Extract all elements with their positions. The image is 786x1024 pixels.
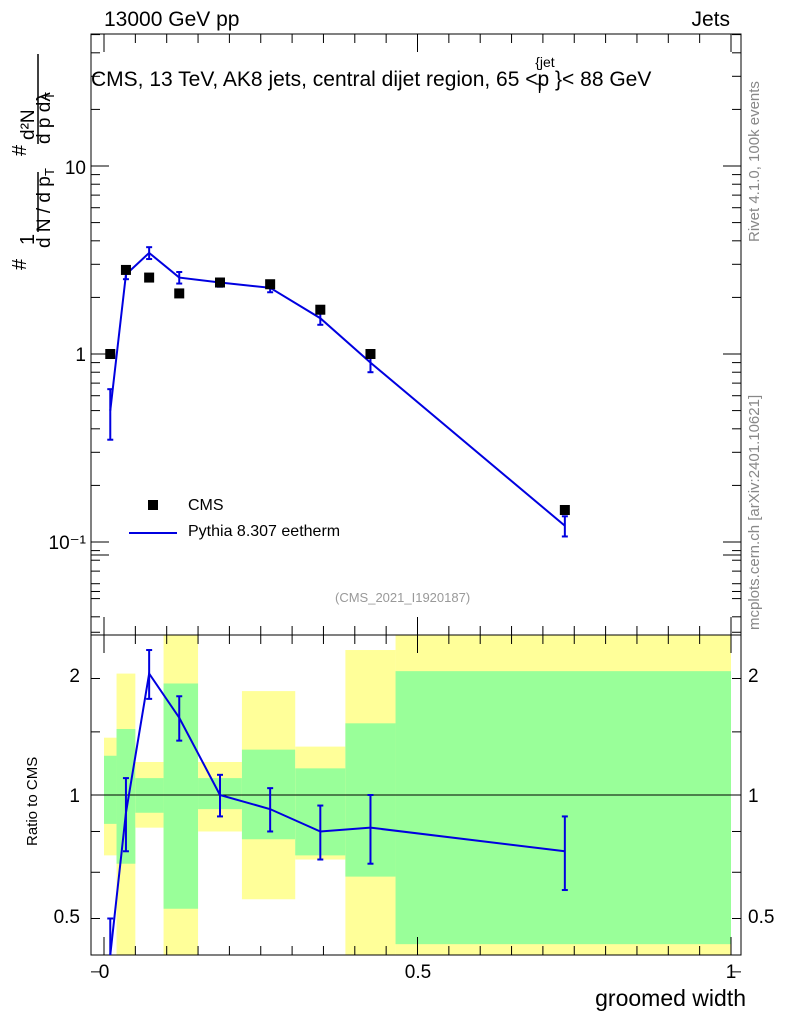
main-y-axis-label: # 1 d N / d p T # d²N d p dλ T	[9, 54, 57, 270]
cms-data-point	[144, 272, 155, 283]
cms-data-point	[105, 349, 116, 359]
ratio-y-tick-label-0.5: 0.5	[54, 907, 80, 928]
ratio-y-tick-label-right-0.5: 0.5	[748, 907, 774, 928]
ratio-band-inner	[395, 671, 731, 945]
x-tick-label-0: 0	[99, 962, 110, 983]
ylabel-denominator-1: d N / d p	[34, 176, 55, 248]
ylabel-denominator-2: d p dλ	[34, 92, 55, 144]
cms-data-point	[559, 504, 570, 515]
plot-title-superscript: {jet	[535, 54, 555, 70]
x-tick-label-1: 1	[726, 962, 737, 983]
legend-cms-marker	[148, 500, 158, 510]
header-observable-label: Jets	[691, 8, 730, 31]
analysis-watermark: (CMS_2021_I1920187)	[335, 590, 471, 605]
plot-title: CMS, 13 TeV, AK8 jets, central dijet reg…	[91, 54, 652, 96]
y-tick-label-10: 10	[65, 158, 86, 179]
ylabel-sub-t1: T	[42, 168, 57, 176]
ratio-y-tick-label-right-2: 2	[748, 666, 759, 687]
main-axis-ticks	[91, 34, 741, 635]
legend-mc-label: Pythia 8.307 eetherm	[188, 523, 341, 540]
legend-cms-label: CMS	[188, 497, 224, 514]
ratio-band-inner	[104, 755, 117, 824]
ratio-y-tick-label-1: 1	[69, 786, 80, 807]
cms-data-point	[174, 288, 185, 299]
x-tick-label-0.5: 0.5	[405, 962, 431, 983]
ratio-band-inner	[241, 749, 296, 840]
ylabel-sub-t2: T	[42, 92, 57, 100]
header-process-label: 13000 GeV pp	[104, 8, 240, 31]
cms-data-point	[265, 279, 276, 290]
ratio-mc-series	[107, 649, 568, 956]
cms-data-point	[365, 349, 376, 359]
cms-data-point	[214, 277, 225, 288]
main-y-tick-labels: 10⁻¹ 1 10	[49, 158, 87, 554]
ylabel-hash-2: #	[9, 144, 31, 156]
main-panel-frame	[90, 33, 742, 636]
cms-data-point	[120, 264, 131, 275]
x-axis-label: groomed width	[595, 985, 746, 1011]
ylabel-hash-1: #	[9, 258, 31, 270]
ratio-band-inner	[163, 683, 199, 909]
ratio-tick-labels: 0.5 1 2 0.5 1 2 0 0.5 1	[54, 666, 775, 983]
plot-title-subscript: T	[535, 80, 544, 96]
ratio-y-tick-label-right-1: 1	[748, 786, 759, 807]
plot-title-main: CMS, 13 TeV, AK8 jets, central dijet reg…	[91, 68, 550, 91]
y-tick-label-1: 1	[75, 345, 86, 366]
ylabel-one: 1	[17, 234, 39, 245]
ratio-y-tick-label-2: 2	[69, 666, 80, 687]
plot-title-tail: }< 88 GeV	[555, 68, 652, 91]
cms-data-point	[315, 304, 326, 315]
ylabel-numerator-2: d²N	[18, 109, 39, 140]
main-cms-series	[105, 264, 570, 515]
y-tick-label-0.1: 10⁻¹	[49, 533, 87, 554]
